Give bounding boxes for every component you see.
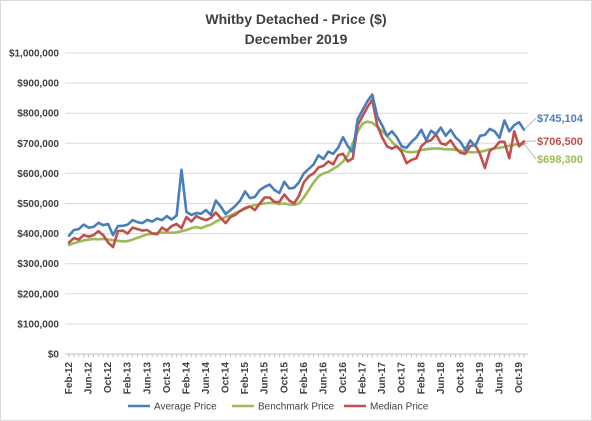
x-tick-label: Feb-12: [64, 362, 75, 395]
x-tick-label: Oct-17: [397, 362, 408, 394]
x-axis: Feb-12 Jun-12 Oct-12 Feb-13 Jun-13 Oct-13 Feb-…: [64, 354, 525, 394]
end-value-labels: $745,104 $698,300 $706,500: [523, 113, 584, 166]
x-tick-label: Oct-14: [221, 362, 232, 394]
x-tick-label: Feb-13: [123, 362, 134, 395]
end-label-average: $745,104: [537, 113, 584, 125]
x-tick-label: Jun-15: [260, 362, 271, 395]
x-tick-label: Jun-17: [377, 362, 388, 395]
series-line-average: [67, 93, 526, 237]
x-tick-label: Oct-15: [279, 362, 290, 394]
x-tick-label: Jun-12: [84, 362, 95, 395]
y-tick-label: $800,000: [17, 109, 59, 120]
x-tick-label: Oct-12: [103, 362, 114, 394]
x-tick-label: Feb-16: [299, 362, 310, 395]
series-lines: [67, 93, 526, 249]
x-tick-label: Feb-15: [240, 362, 251, 395]
y-tick-label: $700,000: [17, 139, 59, 150]
x-tick-label: Jun-19: [495, 362, 506, 395]
x-tick-label: Jun-16: [318, 362, 329, 395]
y-tick-label: $300,000: [17, 259, 59, 270]
y-tick-label: $400,000: [17, 229, 59, 240]
x-tick-label: Oct-19: [514, 362, 525, 394]
x-tick-label: Feb-14: [181, 362, 192, 395]
x-tick-label: Jun-14: [201, 362, 212, 395]
y-tick-label: $100,000: [17, 319, 59, 330]
legend-label-median: Median Price: [370, 402, 429, 413]
y-tick-label: $1,000,000: [9, 49, 59, 60]
x-tick-label: Oct-16: [338, 362, 349, 394]
x-tick-label: Jun-18: [436, 362, 447, 395]
y-tick-label: $900,000: [17, 79, 59, 90]
legend: Average Price Benchmark Price Median Price: [128, 402, 429, 413]
chart-title: Whitby Detached - Price ($): [205, 11, 386, 27]
chart-subtitle: December 2019: [245, 31, 348, 47]
end-label-median: $706,500: [537, 136, 583, 148]
legend-label-benchmark: Benchmark Price: [258, 402, 335, 413]
y-tick-label: $200,000: [17, 289, 59, 300]
x-tick-label: Jun-13: [142, 362, 153, 395]
legend-label-average: Average Price: [154, 402, 217, 413]
end-label-leader: [523, 143, 537, 160]
end-label-leader: [523, 117, 537, 131]
x-tick-label: Feb-19: [475, 362, 486, 395]
y-tick-label: $0: [48, 350, 60, 361]
y-axis: $0 $100,000 $200,000 $300,000 $400,000 $500,0…: [9, 49, 59, 361]
x-tick-label: Oct-18: [455, 362, 466, 394]
end-label-benchmark: $698,300: [537, 154, 583, 166]
y-tick-label: $500,000: [17, 199, 59, 210]
series-line-benchmark: [67, 120, 526, 247]
x-tick-label: Oct-13: [162, 362, 173, 394]
x-tick-label: Feb-17: [358, 362, 369, 395]
y-tick-label: $600,000: [17, 169, 59, 180]
x-tick-label: Feb-18: [416, 362, 427, 395]
series-line-median: [67, 98, 526, 249]
